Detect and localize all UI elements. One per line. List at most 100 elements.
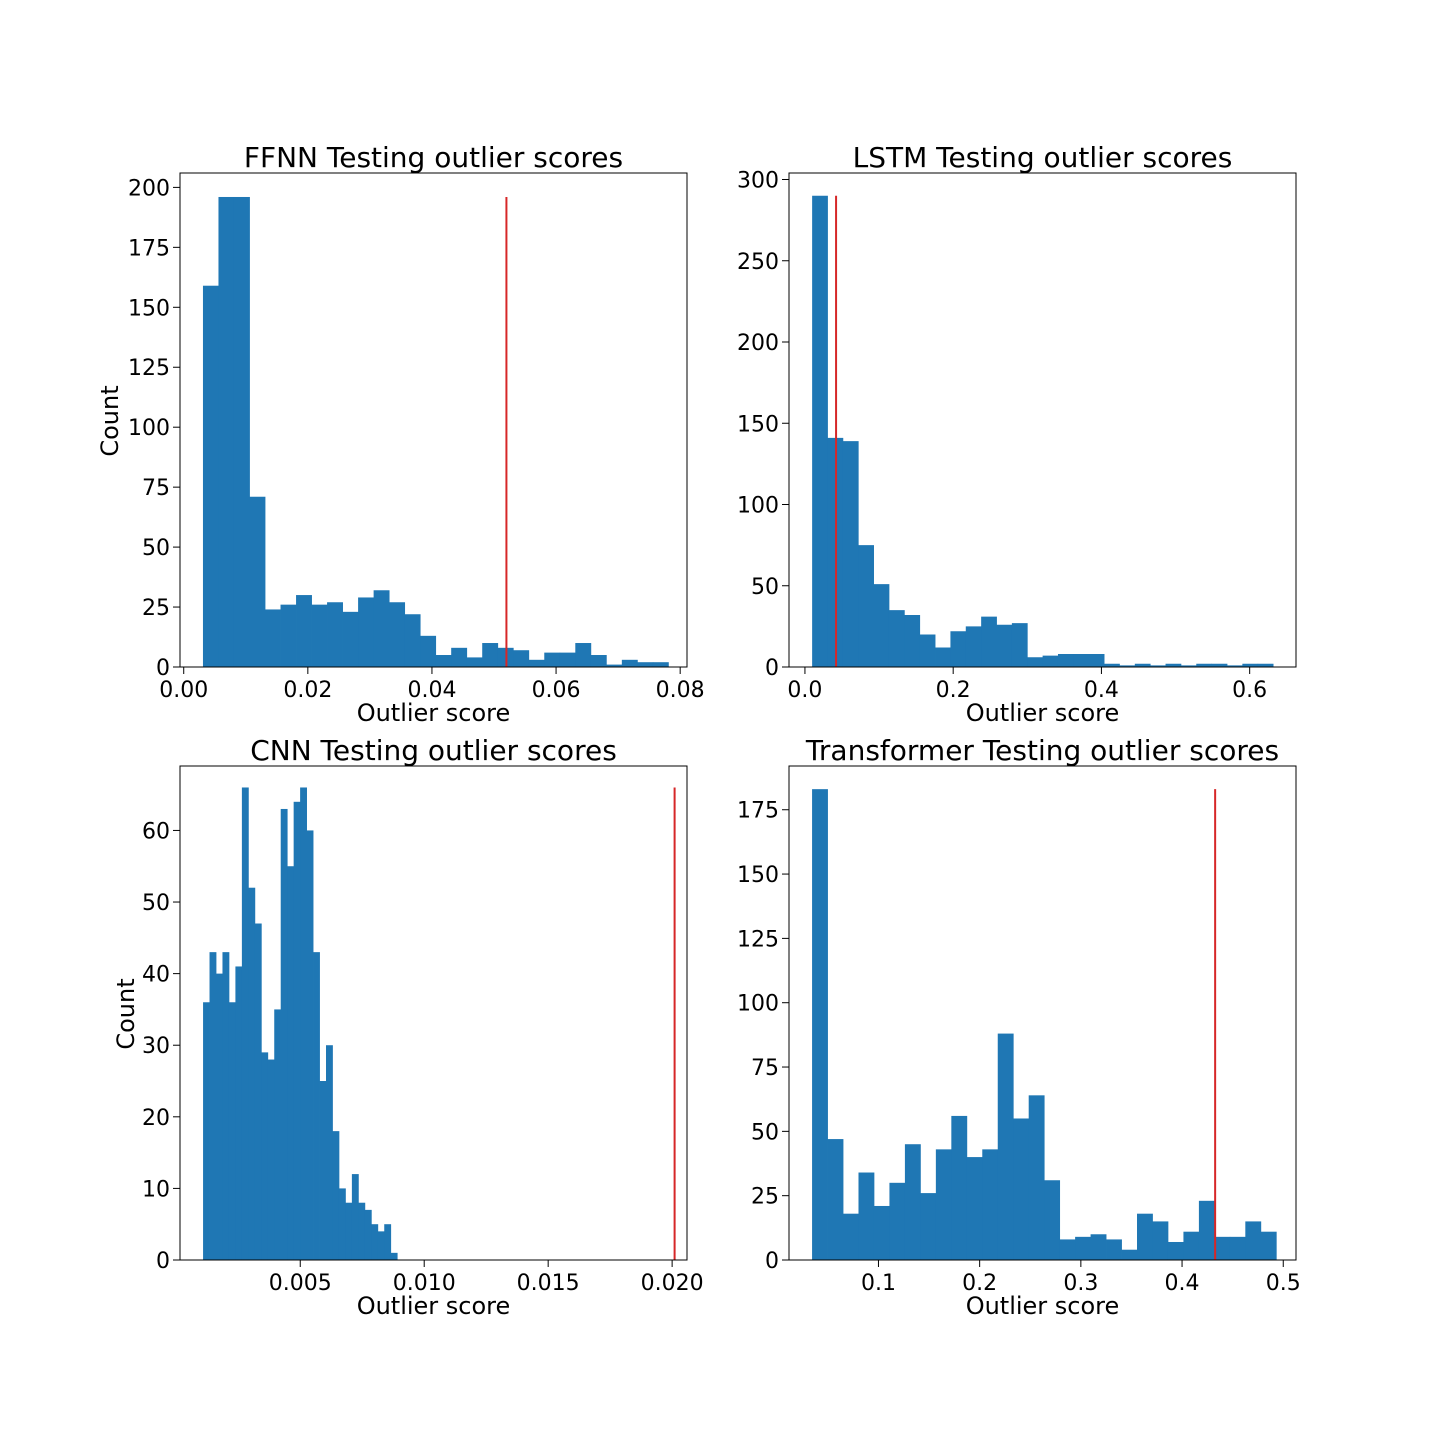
- ffnn-y-tick-label: 100: [128, 416, 170, 441]
- ffnn-y-tick-label: 0: [156, 656, 170, 681]
- lstm-histogram-bar: [888, 610, 905, 668]
- lstm-bars: [812, 195, 1274, 668]
- transformer-histogram-bar: [1028, 1095, 1045, 1260]
- ffnn-histogram-bar: [296, 595, 312, 667]
- ffnn-histogram-bar: [404, 614, 421, 667]
- lstm-x-tick-label: 0.4: [1084, 678, 1119, 703]
- cnn-histogram-bar: [377, 1231, 385, 1260]
- cnn-histogram-bar: [332, 1131, 340, 1260]
- cnn-histogram-bar: [209, 952, 217, 1260]
- lstm-chart-title: LSTM Testing outlier scores: [853, 141, 1233, 174]
- ffnn-histogram-bar: [466, 657, 483, 667]
- lstm-histogram-bar: [919, 634, 936, 667]
- cnn-histogram-bar: [293, 801, 301, 1260]
- ffnn-histogram-bar: [559, 652, 576, 667]
- ffnn-x-tick-label: 0.08: [656, 678, 705, 703]
- ffnn-histogram-panel: FFNN Testing outlier scores Outlier scor…: [96, 141, 705, 727]
- transformer-histogram-bar: [1183, 1231, 1200, 1260]
- transformer-plot-frame: [788, 765, 1297, 1261]
- cnn-x-tick-label: 0.015: [517, 1271, 580, 1296]
- cnn-histogram-bar: [216, 973, 223, 1260]
- lstm-histogram-bar: [1211, 663, 1228, 667]
- ffnn-y-axis-label: Count: [96, 385, 124, 456]
- lstm-histogram-bar: [1119, 665, 1136, 668]
- cnn-y-tick-label: 50: [142, 891, 170, 916]
- transformer-x-tick-label: 0.2: [962, 1271, 997, 1296]
- lstm-histogram-bar: [1042, 655, 1059, 668]
- ffnn-x-axis-label: Outlier score: [357, 699, 511, 727]
- ffnn-histogram-bar: [233, 196, 250, 668]
- lstm-histogram-bar: [812, 195, 828, 667]
- transformer-histogram-panel: Transformer Testing outlier scores Outli…: [737, 734, 1301, 1320]
- ffnn-histogram-bar: [652, 662, 669, 667]
- ffnn-histogram-bar: [327, 602, 343, 667]
- cnn-y-axis-label: Count: [112, 978, 140, 1049]
- lstm-histogram-bar: [950, 631, 967, 667]
- transformer-histogram-bar: [1137, 1213, 1153, 1260]
- ffnn-y-tick-label: 75: [142, 476, 170, 501]
- ffnn-bars: [202, 196, 669, 668]
- ffnn-histogram-bar: [575, 643, 592, 667]
- ffnn-plot-frame: [179, 172, 688, 668]
- transformer-histogram-bar: [951, 1115, 968, 1260]
- lstm-histogram-bar: [1088, 654, 1105, 667]
- cnn-histogram-bar: [222, 952, 230, 1260]
- cnn-y-tick-label: 30: [142, 1034, 170, 1059]
- ffnn-x-tick-label: 0.06: [532, 678, 581, 703]
- transformer-y-tick-label: 175: [737, 799, 779, 824]
- cnn-plot-frame: [179, 765, 688, 1261]
- lstm-histogram-bar: [1104, 663, 1120, 667]
- cnn-histogram-bar: [241, 787, 249, 1260]
- ffnn-histogram-bar: [528, 659, 545, 667]
- lstm-histogram-bar: [1196, 663, 1213, 667]
- cnn-x-tick-label: 0.005: [269, 1271, 332, 1296]
- lstm-y-tick-label: 150: [737, 412, 779, 437]
- lstm-histogram-bar: [935, 647, 951, 667]
- transformer-histogram-bar: [1152, 1221, 1169, 1260]
- ffnn-x-tick-label: 0.02: [283, 678, 332, 703]
- lstm-x-tick-label: 0.2: [936, 678, 971, 703]
- lstm-x-tick-label: 0.0: [787, 678, 822, 703]
- cnn-histogram-bar: [306, 830, 314, 1260]
- cnn-histogram-bar: [280, 808, 288, 1260]
- lstm-x-tick-label: 0.6: [1232, 678, 1267, 703]
- cnn-histogram-bar: [267, 1059, 275, 1260]
- cnn-x-tick-label: 0.020: [641, 1271, 704, 1296]
- lstm-histogram-bar: [1027, 657, 1044, 667]
- ffnn-histogram-bar: [637, 662, 654, 667]
- cnn-y-tick-label: 40: [142, 963, 170, 988]
- lstm-histogram-bar: [1257, 663, 1274, 667]
- lstm-y-tick-label: 300: [737, 169, 779, 194]
- ffnn-x-tick-label: 0.00: [159, 678, 208, 703]
- ffnn-histogram-bar: [358, 597, 375, 667]
- cnn-x-axis-label: Outlier score: [357, 1292, 511, 1320]
- lstm-histogram-bar: [965, 626, 982, 668]
- cnn-histogram-bar: [384, 1224, 392, 1260]
- lstm-histogram-bar: [981, 616, 997, 668]
- cnn-histogram-bar: [248, 887, 256, 1260]
- lstm-y-tick-label: 200: [737, 331, 779, 356]
- transformer-histogram-bar: [812, 789, 828, 1260]
- cnn-histogram-bar: [203, 1002, 210, 1260]
- ffnn-histogram-bar: [482, 643, 499, 667]
- ffnn-histogram-bar: [590, 655, 607, 667]
- ffnn-histogram-bar: [373, 590, 390, 667]
- cnn-histogram-bar: [351, 1174, 359, 1260]
- lstm-y-tick-label: 100: [737, 494, 779, 519]
- transformer-histogram-bar: [889, 1182, 906, 1260]
- cnn-histogram-panel: CNN Testing outlier scores Outlier score…: [112, 734, 704, 1320]
- cnn-histogram-bar: [364, 1209, 372, 1260]
- transformer-histogram-bar: [997, 1033, 1014, 1260]
- lstm-histogram-bar: [1057, 654, 1074, 667]
- ffnn-histogram-bar: [280, 604, 297, 667]
- ffnn-histogram-bar: [218, 196, 235, 668]
- cnn-histogram-bar: [345, 1202, 353, 1260]
- ffnn-y-tick-label: 200: [128, 176, 170, 201]
- transformer-y-tick-label: 0: [765, 1249, 779, 1274]
- lstm-histogram-bar: [842, 441, 859, 668]
- transformer-histogram-bar: [1044, 1180, 1061, 1260]
- lstm-y-tick-label: 0: [765, 656, 779, 681]
- lstm-histogram-bar: [1134, 663, 1151, 667]
- ffnn-y-tick-label: 50: [142, 536, 170, 561]
